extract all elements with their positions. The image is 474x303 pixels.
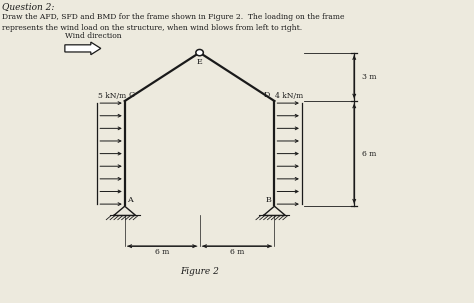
Text: Draw the AFD, SFD and BMD for the frame shown in Figure 2.  The loading on the f: Draw the AFD, SFD and BMD for the frame … [2,13,345,22]
Text: C: C [129,91,135,99]
Text: 6 m: 6 m [230,248,244,256]
Text: E: E [197,58,202,66]
Text: 3 m: 3 m [362,73,376,81]
Text: 6 m: 6 m [362,150,376,158]
Text: 5 kN/m: 5 kN/m [98,92,127,100]
Text: Figure 2: Figure 2 [180,267,219,276]
FancyArrow shape [65,42,101,55]
Text: D: D [264,91,271,99]
Text: B: B [266,196,272,204]
Text: Question 2:: Question 2: [2,2,55,11]
Text: A: A [127,196,133,204]
Text: 6 m: 6 m [155,248,169,256]
Circle shape [196,49,203,56]
Text: Wind direction: Wind direction [65,32,121,40]
Text: 4 kN/m: 4 kN/m [275,92,304,100]
Text: represents the wind load on the structure, when wind blows from left to right.: represents the wind load on the structur… [2,25,302,32]
